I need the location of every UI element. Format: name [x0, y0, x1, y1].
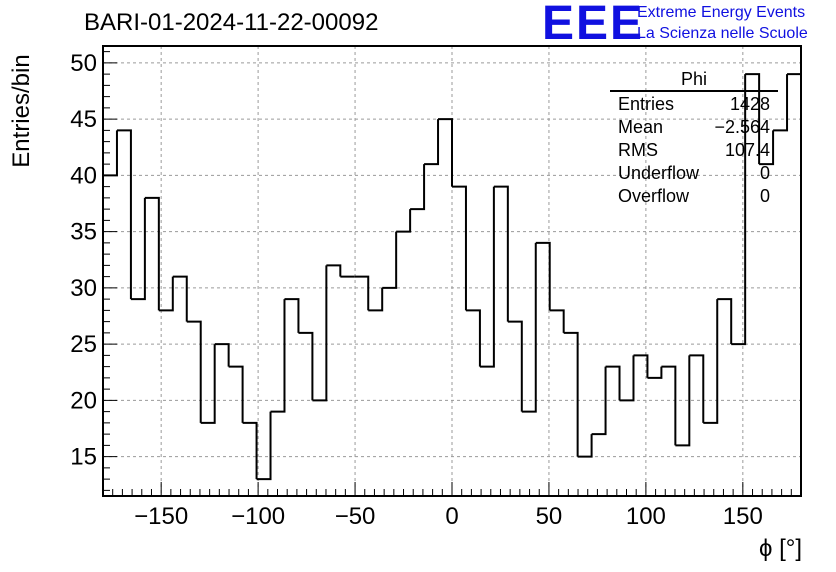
histogram-bin — [130, 197, 146, 301]
stats-row-rms: RMS 107.4 — [610, 139, 778, 162]
stats-value: 0 — [759, 163, 770, 183]
stats-key: Mean — [618, 117, 664, 137]
histogram-bin — [144, 196, 160, 311]
x-axis-label: ϕ [°] — [758, 535, 802, 562]
histogram-bin — [368, 287, 384, 312]
stats-value: −2.564 — [714, 117, 770, 137]
histogram-bin — [158, 276, 174, 312]
histogram-bin — [507, 320, 523, 412]
x-tick-label: 100 — [626, 503, 666, 530]
histogram-bin — [242, 421, 258, 480]
histogram-bin — [647, 366, 663, 379]
histogram-bin — [214, 343, 230, 367]
histogram-bin — [284, 298, 300, 333]
stats-row-entries: Entries 1428 — [610, 93, 778, 116]
histogram-bin — [410, 164, 426, 211]
y-tick-label: 45 — [70, 106, 97, 133]
histogram-bin — [465, 309, 481, 367]
histogram-bin — [186, 320, 202, 423]
chart-title: BARI-01-2024-11-22-00092 — [84, 9, 379, 36]
histogram-bin — [172, 275, 188, 322]
x-tick-label: −150 — [134, 503, 188, 530]
histogram-bin — [396, 209, 412, 233]
histogram-bin — [675, 355, 691, 447]
x-tick-label: 50 — [536, 503, 563, 530]
y-tick-label: 25 — [70, 331, 97, 358]
x-tick-label: 0 — [445, 503, 458, 530]
y-axis-label: Entries/bin — [8, 54, 35, 168]
histogram-bin — [312, 265, 328, 402]
y-tick-label: 30 — [70, 275, 97, 302]
histogram-bin — [703, 299, 719, 424]
y-tick-label: 15 — [70, 444, 97, 471]
stats-value: 0 — [759, 186, 770, 206]
histogram-bin — [228, 365, 244, 423]
stats-histogram-name: Phi — [680, 69, 707, 89]
y-tick-label: 20 — [70, 387, 97, 414]
histogram-bin — [493, 185, 509, 322]
stats-box: Phi Entries 1428 Mean −2.564 RMS 107.4 U… — [610, 68, 778, 208]
histogram-bin — [298, 331, 314, 401]
histogram-bin — [605, 365, 621, 401]
histogram-bin — [619, 355, 635, 402]
plot-frame — [102, 45, 802, 497]
brand-line-1: Extreme Energy Events — [637, 4, 806, 21]
histogram-bin — [591, 366, 607, 436]
stats-key: Underflow — [618, 163, 700, 183]
stats-value: 1428 — [729, 94, 770, 114]
histogram-bin — [424, 119, 440, 166]
histogram-bin — [759, 130, 775, 166]
brand-line-2: La Scienza nelle Scuole — [637, 25, 808, 42]
histogram-bin — [354, 275, 370, 311]
histogram-bin — [452, 185, 467, 311]
histogram-bin — [563, 331, 579, 457]
stats-key: Overflow — [618, 186, 690, 206]
y-tick-label: 35 — [70, 219, 97, 246]
x-tick-label: −100 — [231, 503, 285, 530]
histogram-bin — [689, 354, 705, 423]
y-tick-label: 50 — [70, 50, 97, 77]
eee-logo: EEE — [542, 0, 645, 50]
histogram-bin — [479, 186, 495, 368]
histogram-bin — [382, 231, 398, 289]
y-tick-label: 40 — [70, 162, 97, 189]
x-tick-label: −50 — [335, 503, 376, 530]
histogram-bin — [200, 344, 216, 424]
histogram-bin — [535, 241, 551, 311]
stats-row-overflow: Overflow 0 — [610, 185, 778, 208]
histogram-bin — [521, 242, 537, 413]
histogram-bin — [270, 299, 286, 413]
histogram-bin — [731, 74, 747, 346]
histogram-bin — [326, 264, 342, 277]
stats-value: 107.4 — [724, 140, 770, 160]
stats-row-underflow: Underflow 0 — [610, 162, 778, 185]
histogram-bin — [577, 434, 593, 458]
x-tick-label: 150 — [723, 503, 763, 530]
histogram-bin — [773, 74, 789, 132]
histogram-bin — [256, 411, 272, 481]
histogram-bin — [717, 298, 733, 345]
stats-divider — [610, 90, 778, 92]
histogram-bin — [438, 118, 453, 187]
histogram-bin — [549, 309, 565, 333]
histogram-bin — [633, 354, 649, 378]
stats-key: Entries — [618, 94, 675, 114]
stats-key: RMS — [618, 140, 658, 160]
histogram-bin — [116, 129, 132, 300]
histogram-bin — [661, 365, 677, 446]
stats-row-mean: Mean −2.564 — [610, 116, 778, 139]
histogram-bin — [745, 73, 761, 165]
